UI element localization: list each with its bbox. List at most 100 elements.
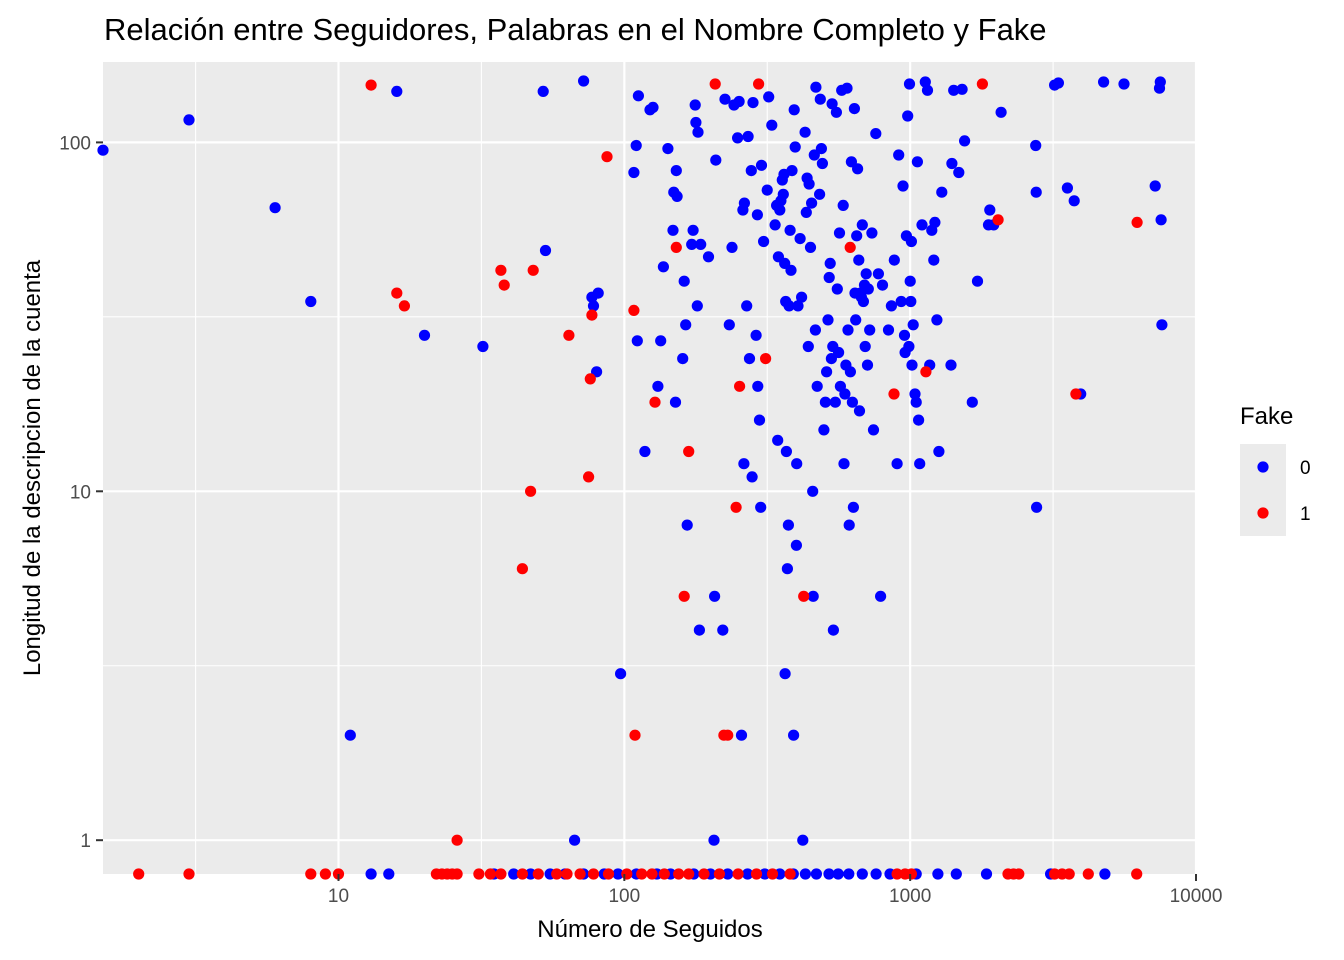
data-point-fake-1 xyxy=(658,868,670,880)
data-point-fake-0 xyxy=(746,471,758,483)
data-point-fake-0 xyxy=(777,188,789,200)
data-point-fake-1 xyxy=(1131,868,1143,880)
data-point-fake-0 xyxy=(866,227,878,239)
data-point-fake-1 xyxy=(133,868,145,880)
data-point-fake-1 xyxy=(365,79,377,91)
data-point-fake-0 xyxy=(1118,78,1130,90)
data-point-fake-0 xyxy=(888,254,900,266)
data-point-fake-0 xyxy=(809,324,822,336)
data-point-fake-0 xyxy=(794,233,806,245)
data-point-fake-0 xyxy=(759,868,771,880)
data-point-fake-0 xyxy=(755,501,767,513)
data-point-fake-0 xyxy=(587,300,600,312)
data-point-fake-0 xyxy=(693,624,706,636)
x-tick-label: 1000 xyxy=(889,886,931,907)
data-point-fake-1 xyxy=(683,445,695,458)
data-point-fake-0 xyxy=(1030,139,1042,152)
data-point-fake-0 xyxy=(844,366,857,378)
data-point-fake-0 xyxy=(850,314,862,326)
data-point-fake-1 xyxy=(888,388,900,400)
data-point-fake-0 xyxy=(1052,77,1064,89)
data-point-fake-0 xyxy=(950,868,962,880)
data-point-fake-0 xyxy=(796,291,808,303)
data-point-fake-1 xyxy=(683,868,695,880)
data-point-fake-0 xyxy=(657,261,670,273)
data-point-fake-0 xyxy=(344,729,356,741)
data-point-fake-0 xyxy=(383,868,395,880)
data-point-fake-0 xyxy=(907,319,919,331)
data-point-fake-0 xyxy=(758,235,770,248)
data-point-fake-0 xyxy=(827,624,840,636)
data-point-fake-0 xyxy=(948,84,960,96)
data-point-fake-0 xyxy=(799,868,812,880)
data-point-fake-0 xyxy=(904,275,916,287)
data-point-fake-0 xyxy=(914,458,926,470)
data-point-fake-0 xyxy=(853,254,865,266)
y-tick-label: 1 xyxy=(80,831,91,852)
data-point-fake-0 xyxy=(808,149,820,161)
data-point-fake-0 xyxy=(677,353,689,365)
data-point-fake-0 xyxy=(807,590,819,602)
data-point-fake-0 xyxy=(1154,76,1166,88)
data-point-fake-0 xyxy=(753,414,766,426)
data-point-fake-0 xyxy=(692,126,704,138)
data-point-fake-0 xyxy=(269,202,281,214)
data-point-fake-0 xyxy=(932,868,944,880)
data-point-fake-0 xyxy=(815,143,828,155)
data-point-fake-0 xyxy=(1031,501,1043,513)
data-point-fake-0 xyxy=(578,75,590,87)
data-point-fake-0 xyxy=(856,868,868,880)
data-point-fake-0 xyxy=(839,388,851,400)
data-point-fake-0 xyxy=(843,519,855,531)
data-point-fake-0 xyxy=(792,300,804,312)
data-point-fake-0 xyxy=(774,204,786,216)
chart-title: Relación entre Seguidores, Palabras en e… xyxy=(104,12,1047,47)
data-point-fake-1 xyxy=(698,868,710,880)
data-point-fake-0 xyxy=(689,99,701,111)
data-point-fake-0 xyxy=(903,78,916,90)
data-point-fake-0 xyxy=(807,485,819,497)
data-point-fake-0 xyxy=(843,868,855,880)
data-point-fake-1 xyxy=(629,729,641,741)
data-point-fake-0 xyxy=(780,445,793,458)
data-point-fake-1 xyxy=(646,868,658,880)
data-point-fake-0 xyxy=(852,163,864,175)
data-point-fake-0 xyxy=(838,458,850,470)
data-point-fake-0 xyxy=(183,114,195,126)
data-point-fake-0 xyxy=(864,324,876,336)
data-point-fake-0 xyxy=(751,209,764,221)
data-point-fake-0 xyxy=(732,132,744,144)
data-point-fake-0 xyxy=(816,157,829,170)
data-point-fake-0 xyxy=(789,141,801,153)
data-point-fake-0 xyxy=(832,868,844,880)
data-point-fake-0 xyxy=(788,729,800,741)
data-point-fake-0 xyxy=(791,458,803,470)
data-point-fake-1 xyxy=(649,396,661,408)
data-point-fake-1 xyxy=(750,868,763,880)
data-point-fake-0 xyxy=(826,98,838,110)
data-point-fake-0 xyxy=(853,405,866,417)
data-point-fake-1 xyxy=(451,868,463,880)
data-point-fake-0 xyxy=(875,590,887,602)
data-point-fake-0 xyxy=(971,275,984,287)
data-point-fake-0 xyxy=(785,264,797,276)
data-point-fake-0 xyxy=(782,519,795,531)
data-point-fake-0 xyxy=(936,186,948,198)
data-point-fake-0 xyxy=(861,359,874,371)
data-point-fake-1 xyxy=(784,868,796,880)
data-point-fake-0 xyxy=(833,227,846,239)
data-point-fake-0 xyxy=(680,319,692,331)
data-point-fake-1 xyxy=(798,590,810,602)
data-point-fake-0 xyxy=(790,539,803,551)
data-point-fake-0 xyxy=(906,359,918,371)
data-point-fake-0 xyxy=(750,329,762,341)
data-point-fake-1 xyxy=(713,868,726,880)
data-point-fake-0 xyxy=(984,204,996,216)
data-point-fake-1 xyxy=(602,868,615,880)
data-point-fake-0 xyxy=(830,106,843,118)
data-point-fake-0 xyxy=(811,380,823,392)
data-point-fake-1 xyxy=(766,868,779,880)
data-point-fake-0 xyxy=(418,329,431,341)
y-axis-title: Longitud de la descripcion de la cuenta xyxy=(19,259,46,676)
data-point-fake-0 xyxy=(391,85,403,97)
